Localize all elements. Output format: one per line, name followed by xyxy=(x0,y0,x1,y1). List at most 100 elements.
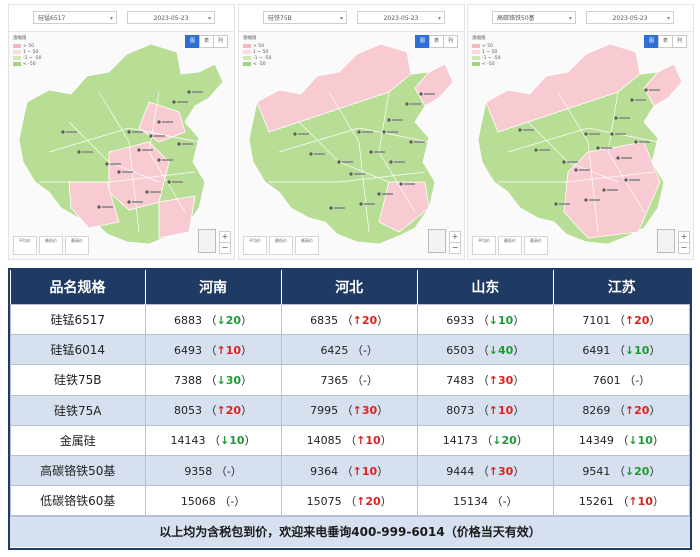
map-panel: 硅锰6517 ▾ 2023-05-23 ▾ 涨幅值 > 50 1 ~ 50 -1 ~ -50 <… xyxy=(8,4,235,260)
view-button[interactable]: 表 xyxy=(658,35,673,48)
price-cell: 7101 （↑20） xyxy=(552,303,691,336)
view-button[interactable]: 图 xyxy=(185,35,200,48)
city-marker xyxy=(610,132,614,136)
arrow-up-icon: ↑ xyxy=(488,404,499,418)
stat-label: 最高价 xyxy=(301,238,313,243)
price-value: 14173 xyxy=(442,434,478,448)
city-marker xyxy=(117,170,121,174)
price-cell: 15068 （-） xyxy=(144,485,282,517)
city-marker xyxy=(157,120,161,124)
south-china-sea-inset xyxy=(428,229,446,253)
price-value: 6503 xyxy=(446,343,475,357)
date-select[interactable]: 2023-05-23 ▾ xyxy=(357,11,445,24)
price-value: 7365 xyxy=(320,373,349,387)
zoom-out-button[interactable]: − xyxy=(678,242,690,254)
view-button[interactable]: 列 xyxy=(672,35,687,48)
legend-swatch xyxy=(243,56,251,60)
price-note: 以上均为含税包到价，欢迎来电垂询400-999-6014（价格当天有效） xyxy=(10,516,690,548)
province-border xyxy=(39,171,196,183)
view-button[interactable]: 图 xyxy=(644,35,659,48)
change-value: 10 xyxy=(498,313,514,327)
price-cell: 7388 （↓30） xyxy=(144,364,282,396)
city-marker xyxy=(624,178,628,182)
price-cell: 6425 （-） xyxy=(280,334,418,366)
price-cell: 6493 （↑10） xyxy=(144,334,282,366)
view-button[interactable]: 表 xyxy=(199,35,214,48)
city-marker xyxy=(389,160,393,164)
price-value: 6835 xyxy=(310,313,339,327)
product-name-cell: 硅锰6517 xyxy=(10,303,146,336)
price-cell: 7483 （↑30） xyxy=(416,364,554,396)
price-value: 14143 xyxy=(170,434,206,448)
city-marker xyxy=(596,146,600,150)
legend-label: 1 ~ 50 xyxy=(253,49,269,55)
legend-label: > 50 xyxy=(482,43,493,49)
change-value: 10 xyxy=(637,494,653,508)
city-marker xyxy=(357,130,361,134)
price-cell: 8053 （↑20） xyxy=(144,394,282,426)
chevron-down-icon: ▾ xyxy=(568,15,572,22)
city-marker xyxy=(562,160,566,164)
product-select[interactable]: 硅铁75B ▾ xyxy=(263,11,347,24)
change-value: 10 xyxy=(361,464,378,478)
zoom-out-button[interactable]: − xyxy=(449,242,461,254)
city-marker xyxy=(382,130,386,134)
legend-swatch xyxy=(472,62,480,66)
price-value: 7483 xyxy=(446,373,475,387)
date-select[interactable]: 2023-05-23 ▾ xyxy=(586,11,674,24)
price-table: 品名规格 河南 河北 山东 江苏 硅锰6517 6883 （↓20） 6835 （↑20） 6… xyxy=(10,270,691,517)
stat-box: 最高价 xyxy=(65,236,89,255)
stat-box: 平均价 xyxy=(472,236,496,255)
legend-label: -1 ~ -50 xyxy=(23,55,42,61)
city-marker xyxy=(349,172,353,176)
city-marker xyxy=(157,158,161,162)
province-border xyxy=(498,171,655,183)
change-value: 20 xyxy=(634,313,650,327)
table-row: 硅锰6014 6493 （↑10） 6425 （-） 6503 （↓40） 6491 （… xyxy=(10,334,691,366)
product-select[interactable]: 高碳铬铁50基 ▾ xyxy=(492,11,576,24)
price-cell: 6835 （↑20） xyxy=(280,303,418,336)
view-button[interactable]: 图 xyxy=(415,35,430,48)
zoom-out-button[interactable]: − xyxy=(219,242,231,254)
date-select[interactable]: 2023-05-23 ▾ xyxy=(127,11,215,24)
map-panel: 硅铁75B ▾ 2023-05-23 ▾ 涨幅值 > 50 1 ~ 50 -1 ~ -50 < … xyxy=(238,4,465,260)
change-value: 10 xyxy=(637,434,653,448)
legend-swatch xyxy=(13,44,21,48)
china-price-map xyxy=(477,43,683,245)
legend-label: < -50 xyxy=(23,61,36,67)
city-marker xyxy=(167,180,171,184)
legend-title: 涨幅值 xyxy=(13,36,27,41)
legend-swatch xyxy=(13,56,21,60)
change-value: - xyxy=(362,373,367,387)
arrow-down-icon: ↓ xyxy=(492,434,502,448)
zoom-controls: + − xyxy=(219,231,231,254)
change-value: 40 xyxy=(498,343,514,357)
stat-box: 最低价 xyxy=(269,236,293,255)
legend-item: > 50 xyxy=(13,43,43,49)
product-name-cell: 硅铁75A xyxy=(10,394,146,426)
price-cell: 7365 （-） xyxy=(280,364,418,396)
legend-swatch xyxy=(243,44,251,48)
price-cell: 9364 （↑10） xyxy=(280,454,418,487)
arrow-down-icon: ↓ xyxy=(216,373,226,387)
price-value: 7101 xyxy=(582,313,611,327)
city-marker xyxy=(534,148,538,152)
view-button[interactable]: 列 xyxy=(443,35,458,48)
arrow-down-icon: ↓ xyxy=(488,343,499,357)
product-select[interactable]: 硅锰6517 ▾ xyxy=(33,11,117,24)
legend-item: -1 ~ -50 xyxy=(472,55,502,61)
price-value: 15261 xyxy=(578,494,614,508)
legend-label: 1 ~ 50 xyxy=(23,49,39,55)
product-select-value: 硅铁75B xyxy=(268,15,292,22)
table-row: 硅锰6517 6883 （↓20） 6835 （↑20） 6933 （↓10） 7101… xyxy=(10,303,691,336)
south-china-sea-inset xyxy=(657,229,675,253)
china-price-map xyxy=(18,43,224,245)
price-value: 9444 xyxy=(446,464,475,478)
map-toolbar: 硅铁75B ▾ 2023-05-23 ▾ xyxy=(239,5,464,32)
stat-label: 最低价 xyxy=(504,238,516,243)
city-marker xyxy=(634,140,638,144)
change-value: 10 xyxy=(634,343,650,357)
product-name-cell: 高碳铬铁50基 xyxy=(10,454,146,487)
view-button[interactable]: 列 xyxy=(213,35,228,48)
view-button[interactable]: 表 xyxy=(429,35,444,48)
